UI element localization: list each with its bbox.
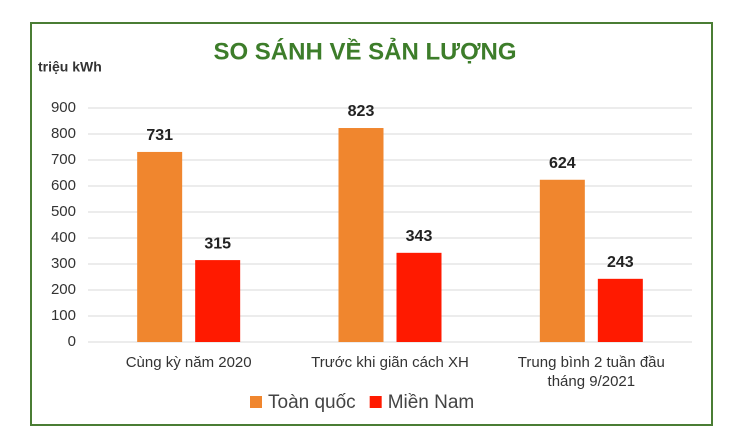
bar: [597, 278, 643, 342]
bar: [396, 252, 442, 342]
y-tick-label: 200: [51, 281, 76, 298]
legend-swatch: [250, 396, 262, 408]
y-tick-label: 700: [51, 151, 76, 168]
x-tick-label: Trước khi giãn cách XH: [311, 354, 469, 371]
x-tick-label: Trung bình 2 tuần đầu tháng 9/2021: [518, 354, 665, 390]
legend-label: Miền Nam: [388, 392, 475, 413]
x-tick-label: Cùng kỳ năm 2020: [126, 354, 252, 371]
bar: [338, 128, 384, 342]
y-axis-label: triệu kWh: [38, 59, 102, 75]
bar: [539, 179, 585, 342]
y-tick-label: 0: [68, 333, 76, 350]
y-tick-label: 600: [51, 177, 76, 194]
y-tick-label: 800: [51, 125, 76, 142]
chart-title: SO SÁNH VỀ SẢN LƯỢNG: [213, 36, 516, 65]
value-label: 315: [204, 235, 231, 252]
value-label: 243: [607, 254, 634, 271]
bar: [137, 151, 183, 342]
y-tick-label: 400: [51, 229, 76, 246]
y-tick-label: 900: [51, 99, 76, 116]
y-tick-label: 500: [51, 203, 76, 220]
value-label: 823: [348, 103, 375, 120]
value-label: 343: [406, 228, 433, 245]
value-label: 624: [549, 155, 576, 172]
y-tick-label: 300: [51, 255, 76, 272]
y-tick-label: 100: [51, 307, 76, 324]
legend-swatch: [369, 396, 382, 408]
legend-label: Toàn quốc: [268, 392, 356, 413]
bar: [195, 260, 241, 342]
value-label: 731: [146, 127, 173, 144]
